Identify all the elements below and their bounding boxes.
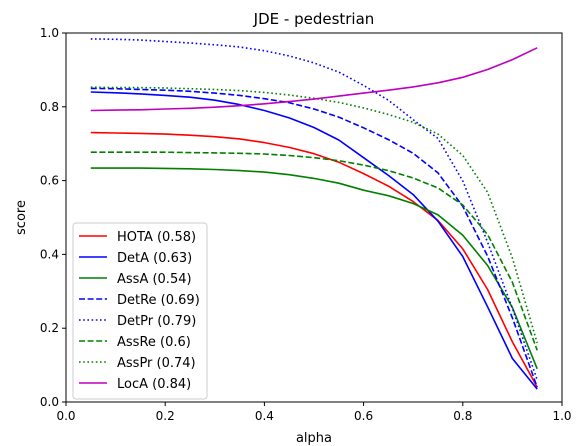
y-tick-label: 0.8 (40, 100, 59, 114)
y-tick-label: 0.4 (40, 247, 59, 261)
legend-label: HOTA (0.58) (117, 230, 196, 245)
x-tick-label: 1.0 (552, 409, 571, 423)
x-tick-label: 0.0 (56, 409, 75, 423)
series-line-detpr (90, 38, 538, 381)
legend-label: DetA (0.63) (117, 251, 192, 266)
series-line-detre (90, 87, 538, 388)
legend: HOTA (0.58) DetA (0.63) AssA (0.54) DetRe (… (72, 222, 208, 400)
legend-label: AssRe (0.6) (117, 335, 191, 350)
x-axis: 0.0 0.2 0.4 0.6 0.8 1.0 (56, 402, 572, 423)
series-line-assa (90, 167, 538, 370)
y-tick-label: 0.6 (40, 174, 59, 188)
chart-title: JDE - pedestrian (253, 10, 375, 28)
y-tick-label: 0.0 (40, 395, 59, 409)
series-layer (90, 38, 538, 390)
axes-frame (65, 32, 563, 403)
x-tick-label: 0.2 (156, 409, 175, 423)
y-tick-label: 1.0 (40, 26, 59, 40)
x-tick-label: 0.8 (453, 409, 472, 423)
x-tick-label: 0.4 (255, 409, 274, 423)
y-tick-label: 0.2 (40, 321, 59, 335)
y-axis: 0.0 0.2 0.4 0.6 0.8 1.0 (40, 26, 66, 409)
series-line-deta (90, 91, 538, 390)
legend-label: AssA (0.54) (117, 272, 192, 287)
x-tick-label: 0.6 (354, 409, 373, 423)
legend-label: LocA (0.84) (117, 377, 191, 392)
legend-label: DetRe (0.69) (117, 293, 200, 308)
y-axis-label: score (14, 200, 29, 235)
series-line-assre (90, 151, 538, 351)
series-line-loca (90, 47, 538, 112)
legend-box (72, 222, 208, 400)
series-line-hota (90, 131, 538, 388)
plot-area (65, 32, 563, 403)
legend-label: DetPr (0.79) (117, 314, 196, 329)
x-axis-label: alpha (296, 431, 332, 446)
legend-label: AssPr (0.74) (117, 356, 196, 371)
